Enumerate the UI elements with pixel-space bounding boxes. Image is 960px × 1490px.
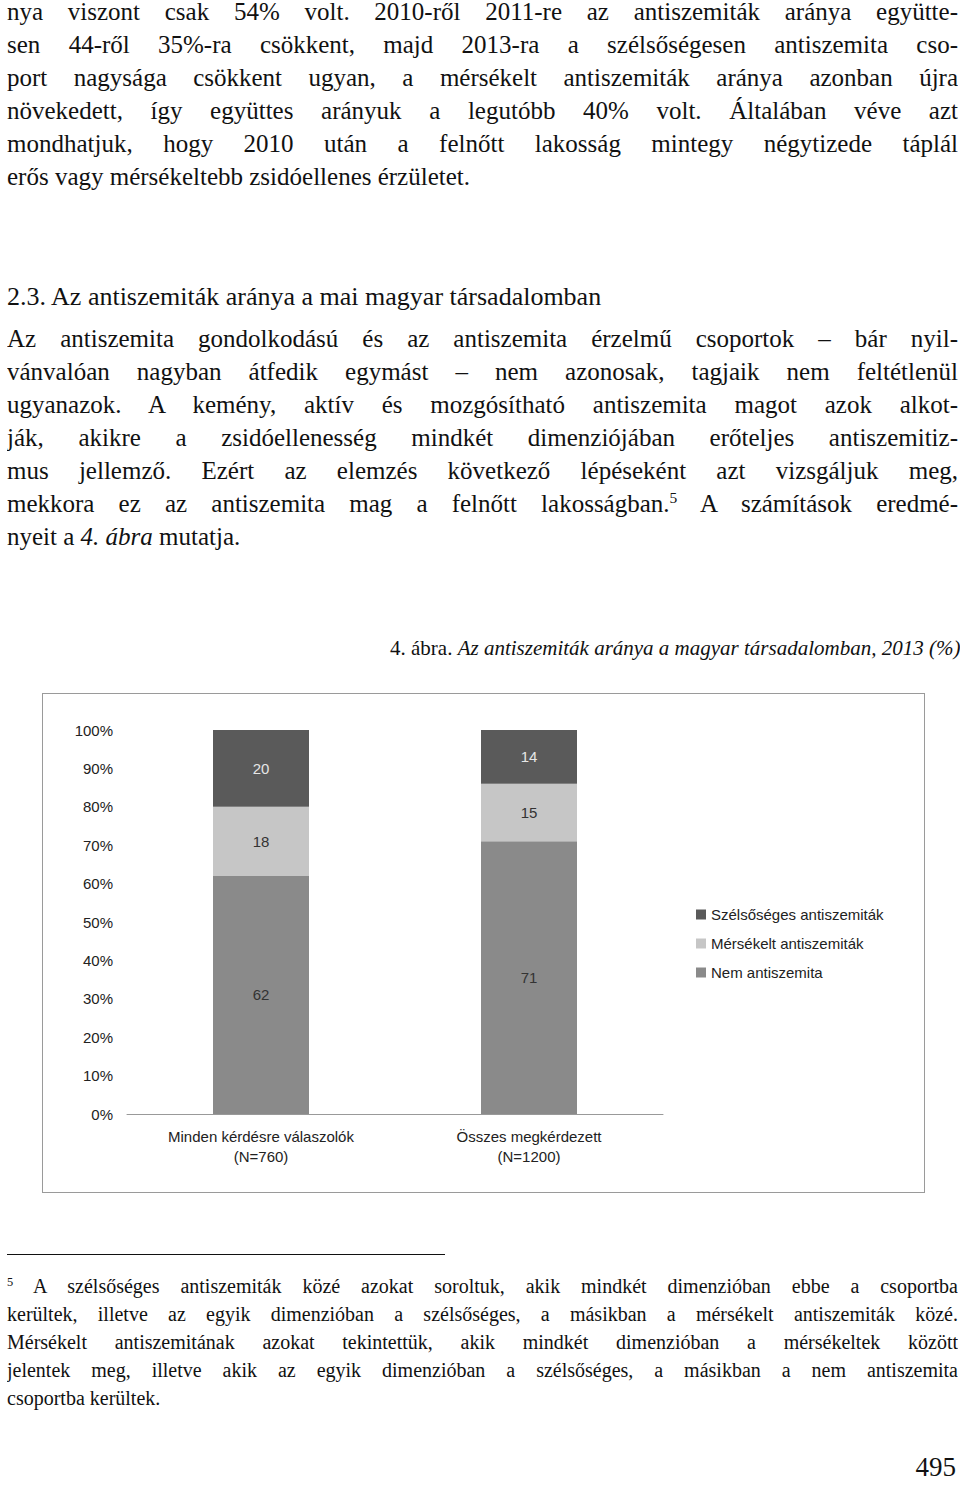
html-text:4. ábra. Az antiszemiták arány: 4. ábra. Az antiszemiták aránya a magyar… bbox=[390, 636, 960, 660]
svg-text:(N=1200): (N=1200) bbox=[498, 1148, 561, 1165]
svg-text:10%: 10% bbox=[83, 1067, 113, 1084]
svg-text:Szélsőséges antiszemiták: Szélsőséges antiszemiták bbox=[711, 906, 884, 923]
svg-text:Nem antiszemita: Nem antiszemita bbox=[711, 964, 823, 981]
svg-text:14: 14 bbox=[521, 748, 538, 765]
svg-text:(N=760): (N=760) bbox=[234, 1148, 289, 1165]
svg-text:Összes megkérdezett: Összes megkérdezett bbox=[456, 1128, 602, 1145]
svg-text:62: 62 bbox=[253, 986, 270, 1003]
html-text:mondhatjuk, hogy 2010 után a f: mondhatjuk, hogy 2010 után a felnőtt lak… bbox=[7, 130, 958, 157]
svg-text:20: 20 bbox=[253, 760, 270, 777]
html-text:vánvalóan nagyban átfedik egym: vánvalóan nagyban átfedik egymást – nem … bbox=[7, 358, 958, 385]
svg-text:0%: 0% bbox=[91, 1106, 113, 1123]
svg-text:70%: 70% bbox=[83, 837, 113, 854]
html-text:495: 495 bbox=[915, 1452, 956, 1482]
html-text:sen 44-ről 35%-ra csökkent, ma: sen 44-ről 35%-ra csökkent, majd 2013-ra… bbox=[7, 31, 958, 58]
html-text:kerültek, illetve az egyik dim: kerültek, illetve az egyik dimenzióban a… bbox=[7, 1303, 958, 1325]
svg-text:20%: 20% bbox=[83, 1029, 113, 1046]
html-text:5A szélsőséges antiszemiták kö: 5A szélsőséges antiszemiták közé azokat … bbox=[7, 1274, 958, 1297]
html-text:ják, akikre a zsidóellenesség: ják, akikre a zsidóellenesség mindkét di… bbox=[7, 424, 958, 451]
html-text:erős vagy mérsékeltebb zsidóel: erős vagy mérsékeltebb zsidóellenes érzü… bbox=[7, 163, 470, 190]
html-text:nyeit a 4. ábra mutatja.: nyeit a 4. ábra mutatja. bbox=[7, 523, 241, 550]
svg-text:90%: 90% bbox=[83, 760, 113, 777]
html-text:2.3. Az antiszemiták aránya a: 2.3. Az antiszemiták aránya a mai magyar… bbox=[7, 282, 602, 311]
html-text:növekedett, így együttes arány: növekedett, így együttes arányuk a legut… bbox=[7, 97, 958, 124]
html-text:jelentek meg, illetve akik az: jelentek meg, illetve akik az egyik dime… bbox=[7, 1359, 958, 1381]
svg-text:50%: 50% bbox=[83, 914, 113, 931]
svg-text:30%: 30% bbox=[83, 990, 113, 1007]
html-text:ugyanazok. A kemény, aktív és: ugyanazok. A kemény, aktív és mozgósítha… bbox=[7, 391, 958, 418]
html-text:Az antiszemita gondolkodású és: Az antiszemita gondolkodású és az antisz… bbox=[7, 325, 958, 352]
html-text:Mérsékelt antiszemitának azoka: Mérsékelt antiszemitának azokat tekintet… bbox=[7, 1331, 958, 1353]
svg-text:Minden kérdésre válaszolók: Minden kérdésre válaszolók bbox=[168, 1128, 354, 1145]
svg-text:80%: 80% bbox=[83, 798, 113, 815]
svg-text:60%: 60% bbox=[83, 875, 113, 892]
svg-text:100%: 100% bbox=[75, 722, 113, 739]
svg-text:Mérsékelt antiszemiták: Mérsékelt antiszemiták bbox=[711, 935, 864, 952]
html-text:port nagysága csökkent ugyan,: port nagysága csökkent ugyan, a mérsékel… bbox=[7, 64, 958, 91]
svg-text:40%: 40% bbox=[83, 952, 113, 969]
html-text:mekkora ez az antiszemita mag: mekkora ez az antiszemita mag a felnőtt … bbox=[7, 488, 958, 517]
html-text:csoportba kerültek.: csoportba kerültek. bbox=[7, 1387, 161, 1409]
html-text:mus jellemző. Ezért az elemzés: mus jellemző. Ezért az elemzés következő… bbox=[7, 457, 958, 484]
svg-text:71: 71 bbox=[521, 969, 538, 986]
svg-text:15: 15 bbox=[521, 804, 538, 821]
svg-text:18: 18 bbox=[253, 833, 270, 850]
